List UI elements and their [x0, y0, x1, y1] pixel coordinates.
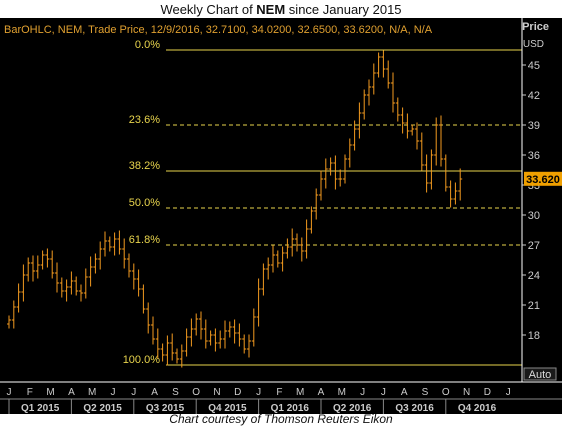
month-label: A — [318, 387, 325, 398]
month-label: M — [338, 387, 346, 398]
fib-label: 61.8% — [129, 234, 160, 246]
month-label: A — [151, 387, 158, 398]
month-label: A — [401, 387, 408, 398]
quarter-label: Q3 2016 — [395, 403, 434, 414]
quarter-label: Q2 2015 — [83, 403, 122, 414]
title-prefix: Weekly Chart of — [160, 2, 257, 17]
price-tick-label: 30 — [528, 210, 540, 222]
month-label: M — [46, 387, 54, 398]
price-tick-label: 42 — [528, 90, 540, 102]
chart-area: 0.0% 23.6% 38.2% 50.0% 61.8% 100.0% Price USD 1… — [0, 18, 562, 414]
month-label: J — [111, 387, 116, 398]
title-ticker: NEM — [256, 2, 286, 17]
price-tick-label: 39 — [528, 120, 540, 132]
month-label: S — [422, 387, 429, 398]
month-label: D — [484, 387, 491, 398]
month-label: J — [7, 387, 12, 398]
month-label: O — [442, 387, 450, 398]
last-price-label: 33.620 — [526, 174, 560, 186]
month-label: F — [27, 387, 33, 398]
quarter-label: Q3 2015 — [146, 403, 185, 414]
quarter-label: Q4 2016 — [458, 403, 497, 414]
price-tick-label: 36 — [528, 150, 540, 162]
month-label: N — [463, 387, 470, 398]
month-label: O — [192, 387, 200, 398]
price-tick-label: 18 — [528, 330, 540, 342]
quarter-label: Q1 2016 — [271, 403, 310, 414]
month-label: J — [360, 387, 365, 398]
fib-label: 100.0% — [123, 354, 161, 366]
last-price-tag — [524, 171, 562, 186]
price-tick-label: 24 — [528, 270, 540, 282]
ohlc-chart: 0.0% 23.6% 38.2% 50.0% 61.8% 100.0% Price USD 1… — [0, 18, 562, 414]
month-label: M — [88, 387, 96, 398]
month-label: J — [131, 387, 136, 398]
fib-label: 50.0% — [129, 197, 160, 209]
auto-button — [523, 367, 557, 381]
quarter-label: Q2 2016 — [333, 403, 372, 414]
price-tick-label: 27 — [528, 240, 540, 252]
month-label: S — [172, 387, 179, 398]
auto-button-label: Auto — [529, 369, 552, 381]
quarter-label: Q4 2015 — [208, 403, 247, 414]
month-label: J — [506, 387, 511, 398]
month-label: M — [296, 387, 304, 398]
fibonacci-levels: 0.0% 23.6% 38.2% 50.0% 61.8% 100.0% — [123, 39, 522, 366]
fib-label: 38.2% — [129, 160, 160, 172]
month-label: N — [213, 387, 220, 398]
month-label: J — [256, 387, 261, 398]
fib-label: 23.6% — [129, 114, 160, 126]
title-suffix: since January 2015 — [285, 2, 402, 17]
chart-caption: Chart courtesy of Thomson Reuters Eikon — [169, 412, 393, 426]
month-label: F — [276, 387, 282, 398]
price-tick-label: 21 — [528, 300, 540, 312]
price-tick-label: 45 — [528, 60, 540, 72]
quarter-label: Q1 2015 — [21, 403, 60, 414]
price-axis-unit: USD — [523, 39, 544, 50]
month-label: J — [381, 387, 386, 398]
chart-legend: BarOHLC, NEM, Trade Price, 12/9/2016, 32… — [4, 24, 433, 36]
month-label: A — [68, 387, 75, 398]
chart-title: Weekly Chart of NEM since January 2015 — [0, 2, 562, 17]
chart-background — [0, 18, 562, 414]
price-bars — [7, 50, 463, 368]
fib-label: 0.0% — [135, 39, 160, 51]
month-label: D — [234, 387, 241, 398]
price-axis-title: Price — [522, 21, 549, 33]
